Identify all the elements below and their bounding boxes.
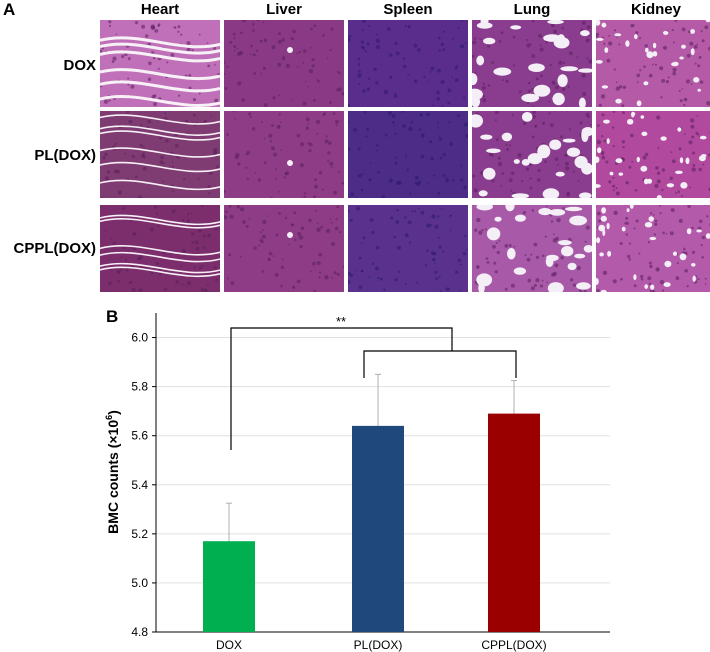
histology-image-liver-pl-dox: [224, 111, 344, 198]
histology-image-heart-cppl-dox: [100, 205, 220, 292]
histology-image-liver-dox: [224, 20, 344, 107]
histology-image-kidney-pl-dox: [596, 111, 710, 198]
y-tick-label: 5.4: [131, 478, 148, 492]
column-header-lung: Lung: [513, 1, 551, 18]
histology-image-heart-dox: [100, 20, 220, 107]
histology-image-spleen-cppl-dox: [348, 205, 468, 292]
significance-bracket-inner: [363, 350, 517, 378]
y-tick-label: 5.2: [131, 527, 148, 541]
y-tick-label: 6.0: [131, 331, 148, 345]
column-header-spleen: Spleen: [383, 1, 433, 18]
histology-image-spleen-pl-dox: [348, 111, 468, 198]
x-tick-label: CPPL(DOX): [481, 638, 546, 652]
panel-a-label: A: [3, 0, 16, 19]
row-header-dox: DOX: [63, 57, 96, 74]
y-tick-label: 5.8: [131, 380, 148, 394]
y-tick-label: 4.8: [131, 625, 148, 639]
x-tick-label: DOX: [216, 638, 242, 652]
x-tick-label: PL(DOX): [354, 638, 403, 652]
column-header-kidney: Kidney: [630, 1, 681, 18]
y-axis-label: BMC counts (×106): [104, 410, 121, 534]
histology-image-kidney-dox: [596, 20, 710, 107]
histology-image-kidney-cppl-dox: [596, 205, 710, 292]
row-header-cppl-dox: CPPL(DOX): [13, 240, 97, 257]
histology-image-lung-pl-dox: [472, 111, 592, 198]
bar-cppl-dox: [488, 413, 540, 632]
y-tick-label: 5.0: [131, 576, 148, 590]
significance-marker: **: [336, 314, 346, 329]
bar-pl-dox: [352, 425, 404, 632]
y-tick-label: 5.6: [131, 429, 148, 443]
panel-b-label: B: [106, 307, 119, 326]
histology-image-lung-dox: [472, 20, 592, 107]
histology-image-lung-cppl-dox: [472, 205, 592, 292]
histology-image-heart-pl-dox: [100, 111, 220, 198]
histology-image-spleen-dox: [348, 20, 468, 107]
column-header-liver: Liver: [266, 1, 302, 18]
bar-dox: [203, 541, 255, 632]
column-header-heart: Heart: [140, 1, 180, 18]
row-header-pl-dox: PL(DOX): [34, 147, 96, 164]
histology-image-liver-cppl-dox: [224, 205, 344, 292]
significance-bracket-outer: [230, 327, 453, 450]
